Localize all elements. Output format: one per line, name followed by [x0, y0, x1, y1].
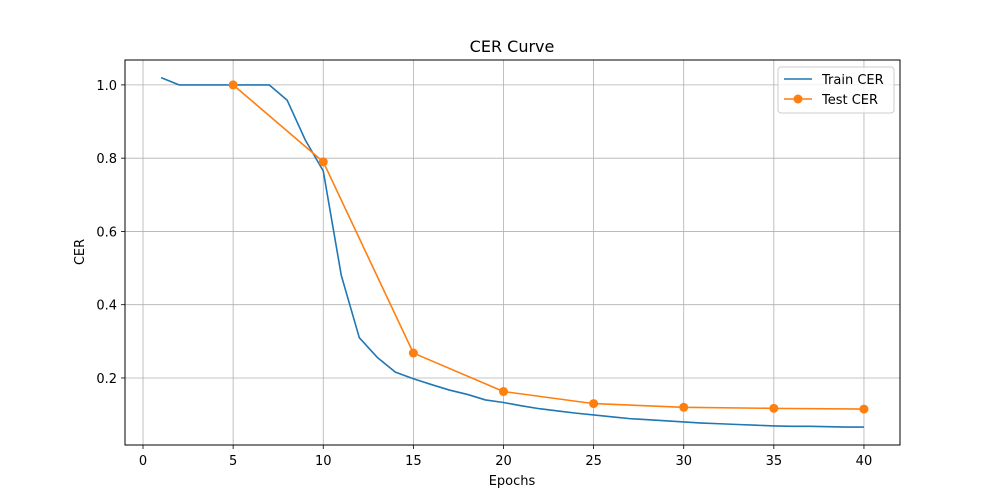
x-tick-label: 10	[315, 454, 332, 469]
test-cer-point	[589, 399, 599, 409]
chart-title: CER Curve	[470, 37, 555, 56]
legend-label-train: Train CER	[821, 73, 884, 88]
x-tick-label: 30	[675, 454, 692, 469]
series-layer	[160, 76, 869, 428]
x-tick-label: 5	[229, 454, 237, 469]
train-cer-line	[160, 76, 864, 428]
test-cer-point	[318, 157, 328, 167]
x-tick-label: 35	[766, 454, 783, 469]
x-tick-label: 25	[585, 454, 602, 469]
y-tick-label: 1.0	[96, 79, 117, 94]
test-cer-point	[859, 404, 869, 414]
test-cer-point	[408, 348, 418, 358]
x-tick-label: 40	[856, 454, 873, 469]
y-tick-label: 0.6	[96, 225, 117, 240]
legend-label-test: Test CER	[821, 93, 878, 108]
plot-area-frame	[124, 59, 901, 446]
legend-marker-test	[793, 94, 803, 104]
x-axis-label: Epochs	[489, 474, 536, 489]
grid	[125, 60, 900, 445]
test-cer-line	[232, 84, 864, 410]
x-tick-label: 0	[139, 454, 147, 469]
x-tick-label: 20	[495, 454, 512, 469]
y-axis-label: CER	[73, 239, 88, 265]
x-tick-label: 15	[405, 454, 422, 469]
ticks: 0 5 10 15 20 25 30 35 40 0.2 0.4 0.6 0.8 1.0	[96, 79, 872, 469]
test-cer-point	[769, 403, 779, 413]
legend: Train CER Test CER	[777, 66, 895, 114]
y-tick-label: 0.8	[96, 152, 117, 167]
test-cer-point	[498, 387, 508, 397]
test-cer-point	[679, 402, 689, 412]
test-cer-point	[228, 80, 238, 90]
y-tick-label: 0.4	[96, 299, 117, 314]
y-tick-label: 0.2	[96, 372, 117, 387]
